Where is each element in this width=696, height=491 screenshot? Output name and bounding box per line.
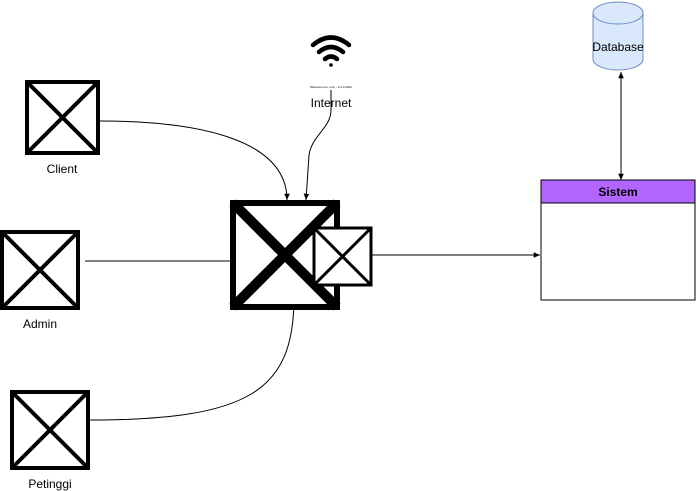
admin-node[interactable]: Admin [0, 230, 80, 331]
wifi-icon [310, 35, 352, 67]
database-label: Database [592, 40, 644, 54]
admin-label: Admin [23, 317, 57, 331]
client-image-placeholder-icon [25, 80, 100, 155]
client-node[interactable]: Client [25, 80, 100, 176]
internet-node[interactable]: Wireless icon, icon - 1.0.0.2021 Interne… [310, 35, 352, 111]
internet-icon-caption: Wireless icon, icon - 1.0.0.2021 [310, 85, 352, 89]
server-secondary-placeholder-icon [312, 226, 373, 287]
petinggi-label: Petinggi [28, 477, 71, 491]
sistem-header [540, 179, 696, 204]
admin-image-placeholder-icon [0, 230, 80, 310]
edge-internet-to-server [303, 90, 332, 201]
database-cylinder-icon [592, 1, 644, 71]
server-node[interactable] [229, 199, 373, 311]
petinggi-node[interactable]: Petinggi [10, 390, 90, 491]
database-cylinder-top-rim [592, 12, 644, 25]
database-node[interactable]: Database [592, 1, 644, 71]
edge-petinggi-to-server [89, 299, 297, 421]
internet-label: Internet [311, 96, 352, 110]
connectors [85, 72, 624, 421]
petinggi-image-placeholder-icon [10, 390, 90, 470]
sistem-title: Sistem [598, 185, 637, 199]
client-label: Client [47, 162, 78, 176]
edge-client-to-server [99, 120, 290, 201]
sistem-container[interactable]: Sistem [540, 179, 696, 301]
